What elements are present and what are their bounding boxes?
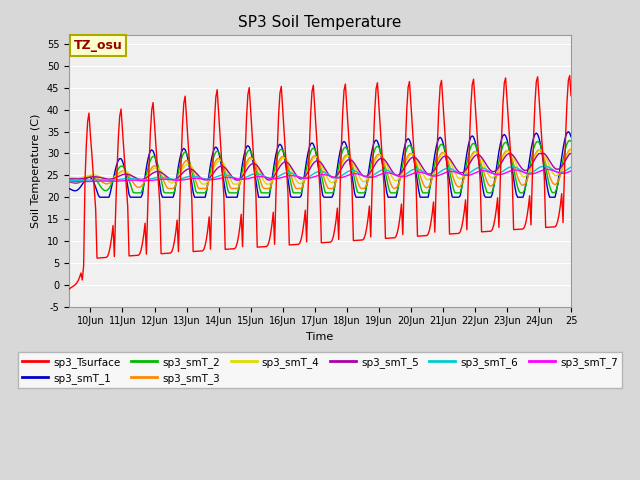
Legend: sp3_Tsurface, sp3_smT_1, sp3_smT_2, sp3_smT_3, sp3_smT_4, sp3_smT_5, sp3_smT_6, : sp3_Tsurface, sp3_smT_1, sp3_smT_2, sp3_… [18,352,622,388]
Text: TZ_osu: TZ_osu [74,39,123,52]
X-axis label: Time: Time [307,332,333,342]
Y-axis label: Soil Temperature (C): Soil Temperature (C) [31,114,41,228]
Title: SP3 Soil Temperature: SP3 Soil Temperature [238,15,402,30]
